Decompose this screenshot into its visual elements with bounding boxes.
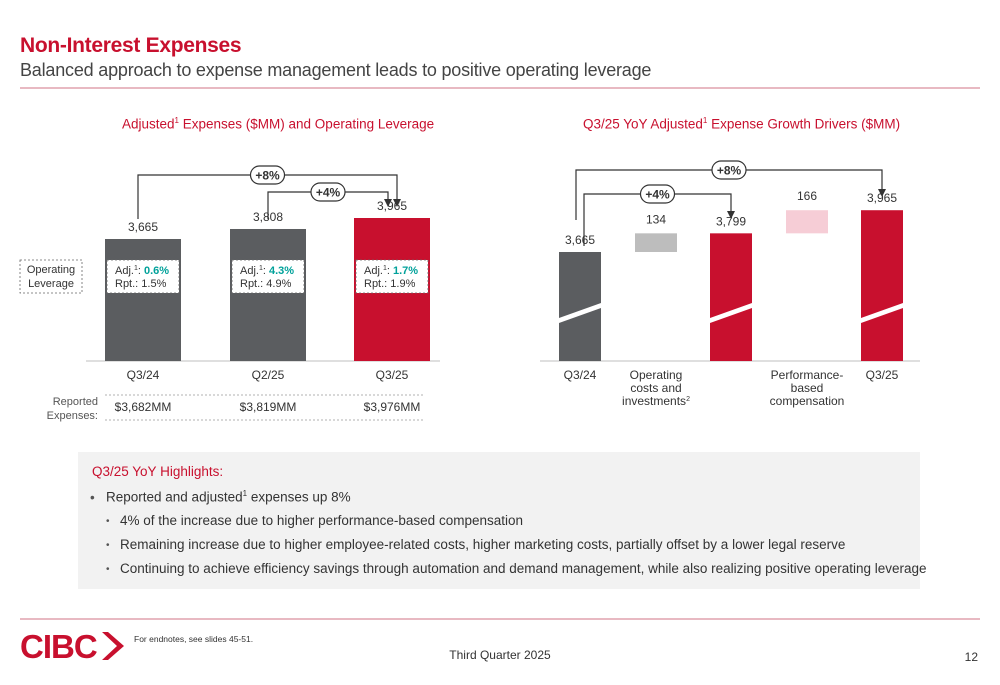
highlight-bullet-main: • Reported and adjusted1 expenses up 8% xyxy=(90,489,351,505)
header-divider xyxy=(20,87,980,89)
operating-leverage-row-box xyxy=(19,259,83,294)
operating-leverage-reported: Rpt.: 4.9% xyxy=(240,278,292,290)
left-bar-value-label: 3,665 xyxy=(128,220,158,234)
highlight-sub-bullet: • Continuing to achieve efficiency saving… xyxy=(106,561,927,576)
right-growth-overall-label: +8% xyxy=(717,164,742,178)
waterfall-category-label: compensation xyxy=(770,394,845,408)
operating-leverage-adjusted: Adj.1: 0.6% xyxy=(115,265,169,277)
right-growth-partial-badge xyxy=(639,184,676,204)
left-growth-qoq-label: +4% xyxy=(316,186,341,200)
waterfall-value-label: 3,799 xyxy=(716,214,746,228)
reported-expense-value: $3,976MM xyxy=(364,400,421,414)
logo-text: CIBC xyxy=(20,628,97,664)
highlight-sub-bullet: • 4% of the increase due to higher perfor… xyxy=(106,513,523,528)
highlights-box: Q3/25 YoY Highlights: • Reported and adju… xyxy=(78,452,927,589)
highlight-sub-bullet: • Remaining increase due to higher employ… xyxy=(106,537,846,552)
left-bar-Q3/24 xyxy=(105,239,181,361)
waterfall-category-label: Q3/24 xyxy=(564,368,597,382)
waterfall-value-label: 166 xyxy=(797,189,817,203)
reported-row-label: Reported xyxy=(53,396,98,408)
waterfall-value-label: 134 xyxy=(646,212,666,226)
left-growth-overall-label: +8% xyxy=(255,169,280,183)
operating-leverage-box xyxy=(106,259,180,294)
left-category-label: Q3/25 xyxy=(376,368,409,382)
waterfall-bar-3 xyxy=(786,210,828,234)
page-number: 12 xyxy=(964,650,978,664)
left-bar-Q2/25 xyxy=(230,228,306,361)
right-chart-title: Q3/25 YoY Adjusted1 Expense Growth Drive… xyxy=(583,116,901,132)
operating-leverage-reported: Rpt.: 1.9% xyxy=(364,278,416,290)
operating-leverage-row-label: Operating xyxy=(27,264,75,276)
logo-chevron-icon xyxy=(102,632,124,660)
waterfall-category-label: Q3/25 xyxy=(866,368,899,382)
waterfall-value-label: 3,965 xyxy=(867,191,897,205)
reported-expense-value: $3,819MM xyxy=(240,400,297,414)
waterfall-category-label: investments2 xyxy=(622,394,690,408)
reported-row-label: Expenses: xyxy=(47,410,98,422)
waterfall-bar-4 xyxy=(861,210,903,361)
left-bar-value-label: 3,965 xyxy=(377,199,407,213)
waterfall-category-label: Operating xyxy=(630,368,683,382)
operating-leverage-row-label: Leverage xyxy=(28,278,74,290)
operating-leverage-reported: Rpt.: 1.5% xyxy=(115,278,167,290)
cibc-logo: CIBC xyxy=(20,628,124,664)
waterfall-category-label: Performance- xyxy=(771,368,844,382)
right-growth-partial-label: +4% xyxy=(645,188,670,202)
footer-divider xyxy=(20,618,980,620)
endnotes: For endnotes, see slides 45-51. xyxy=(134,634,254,644)
operating-leverage-box xyxy=(231,259,305,294)
page-subtitle: Balanced approach to expense management … xyxy=(20,60,652,80)
right-growth-overall-badge xyxy=(711,160,747,180)
left-chart-title: Adjusted1 Expenses ($MM) and Operating L… xyxy=(122,116,435,132)
left-growth-overall-badge xyxy=(249,165,286,185)
highlights-title: Q3/25 YoY Highlights: xyxy=(92,464,224,479)
footer-quarter: Third Quarter 2025 xyxy=(449,648,551,662)
axis-break-mark xyxy=(861,303,903,323)
reported-expense-value: $3,682MM xyxy=(115,400,172,414)
left-bar-chart: 3,665 Q3/24 Adj.1: 0.6%Rpt.: 1.5% $3,682MM 3… xyxy=(19,165,440,422)
waterfall-category-label: costs and xyxy=(630,381,681,395)
operating-leverage-adjusted: Adj.1: 4.3% xyxy=(240,265,294,277)
waterfall-category-label: based xyxy=(791,381,824,395)
charts-canvas: 3,665 Q3/24 Adj.1: 0.6%Rpt.: 1.5% $3,682MM 3… xyxy=(19,160,920,422)
axis-break-mark xyxy=(710,303,752,323)
waterfall-bar-2 xyxy=(710,233,752,361)
left-growth-qoq-badge xyxy=(310,182,346,202)
axis-break-mark xyxy=(559,303,601,323)
left-category-label: Q3/24 xyxy=(127,368,160,382)
page-title: Non-Interest Expenses xyxy=(20,34,242,57)
operating-leverage-box xyxy=(355,259,429,294)
left-category-label: Q2/25 xyxy=(252,368,285,382)
operating-leverage-adjusted: Adj.1: 1.7% xyxy=(364,265,418,277)
waterfall-value-label: 3,665 xyxy=(565,233,595,247)
waterfall-bar-1 xyxy=(635,233,677,252)
